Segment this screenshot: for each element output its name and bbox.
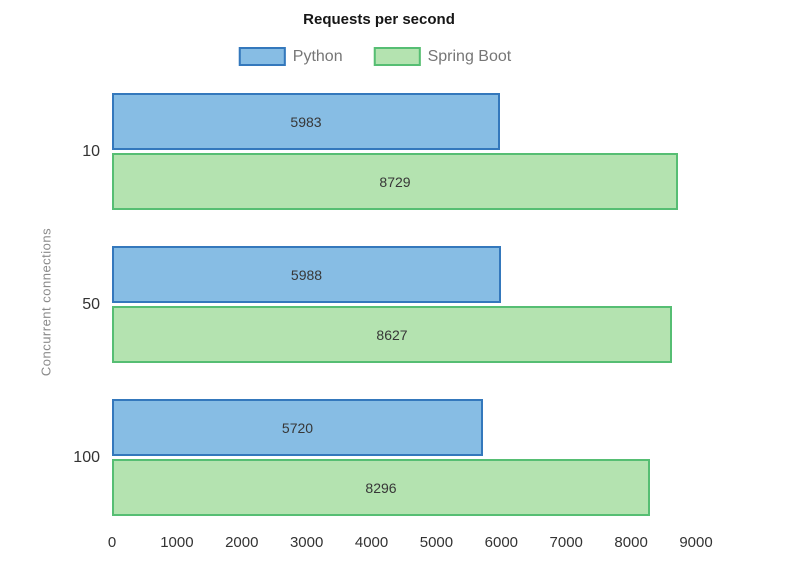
x-tick-label: 3000 (289, 534, 324, 551)
x-tick-label: 8000 (614, 534, 648, 551)
x-tick-label: 9000 (679, 534, 713, 551)
legend-label: Python (292, 47, 343, 65)
chart-title: Requests per second (303, 11, 455, 28)
x-tick-label: 6000 (484, 534, 519, 551)
bar-spring-boot: 8627 (112, 306, 672, 363)
legend-item-python: Python (238, 47, 343, 66)
bar-value-label: 5988 (290, 266, 323, 283)
legend: Python Spring Boot (238, 47, 512, 66)
bar-spring-boot: 8729 (112, 153, 678, 210)
bar-python: 5983 (112, 93, 500, 150)
legend-item-spring-boot: Spring Boot (373, 47, 512, 66)
bar-value-label: 5720 (281, 419, 314, 436)
legend-swatch-python (238, 47, 286, 66)
bar-value-label: 8296 (365, 479, 397, 496)
y-tick-label: 100 (73, 449, 100, 466)
bar-python: 5720 (112, 399, 483, 456)
x-tick-label: 4000 (354, 534, 389, 551)
x-tick-label: 1000 (160, 534, 194, 551)
bar-value-label: 8729 (379, 173, 411, 190)
y-tick-label: 50 (82, 296, 100, 313)
bar-value-label: 5983 (290, 113, 322, 130)
legend-swatch-spring-boot (373, 47, 421, 66)
x-tick-label: 7000 (549, 534, 583, 551)
x-tick-label: 5000 (419, 534, 454, 551)
bar-python: 5988 (112, 246, 501, 303)
bar-value-label: 8627 (376, 326, 408, 343)
legend-label: Spring Boot (427, 47, 512, 65)
y-tick-label: 10 (82, 143, 100, 160)
x-tick-label: 2000 (225, 534, 259, 551)
x-tick-label: 0 (107, 534, 117, 551)
bar-spring-boot: 8296 (112, 459, 650, 516)
